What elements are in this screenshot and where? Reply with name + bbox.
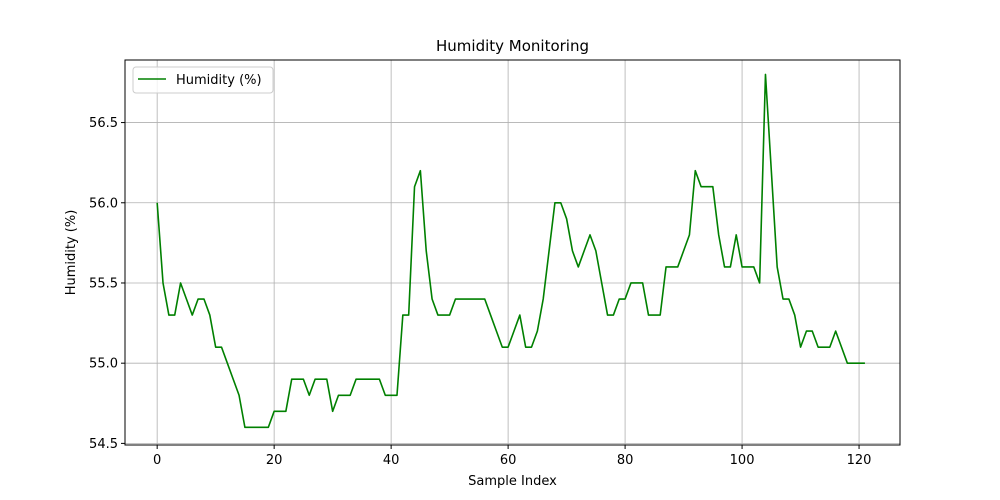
x-tick-label: 20 xyxy=(266,453,283,468)
series-layer xyxy=(156,73,865,429)
x-tick-label: 120 xyxy=(847,453,872,468)
legend-label: Humidity (%) xyxy=(176,73,262,88)
y-tick-label: 54.5 xyxy=(89,437,118,452)
y-tick-label: 56.5 xyxy=(89,116,118,131)
x-axis-label: Sample Index xyxy=(468,474,557,489)
y-tick-label: 55.0 xyxy=(89,357,118,372)
legend-box xyxy=(132,66,274,94)
y-tick-label: 56.0 xyxy=(89,196,118,211)
grid-lines xyxy=(125,60,900,445)
x-tick-label: 40 xyxy=(383,453,400,468)
x-tick-label: 100 xyxy=(730,453,755,468)
y-axis-ticks: 54.5 55.0 55.5 56.0 56.5 xyxy=(89,116,125,452)
humidity-series-line xyxy=(156,73,865,429)
chart-title: Humidity Monitoring xyxy=(436,37,589,55)
legend: Humidity (%) xyxy=(132,66,274,94)
x-tick-label: 0 xyxy=(153,453,161,468)
y-axis-label: Humidity (%) xyxy=(64,210,79,296)
plot-frame xyxy=(124,59,901,446)
x-tick-label: 60 xyxy=(500,453,517,468)
x-axis-ticks: 0 20 40 60 80 100 120 xyxy=(153,445,871,468)
y-tick-label: 55.5 xyxy=(89,276,118,291)
x-tick-label: 80 xyxy=(617,453,634,468)
